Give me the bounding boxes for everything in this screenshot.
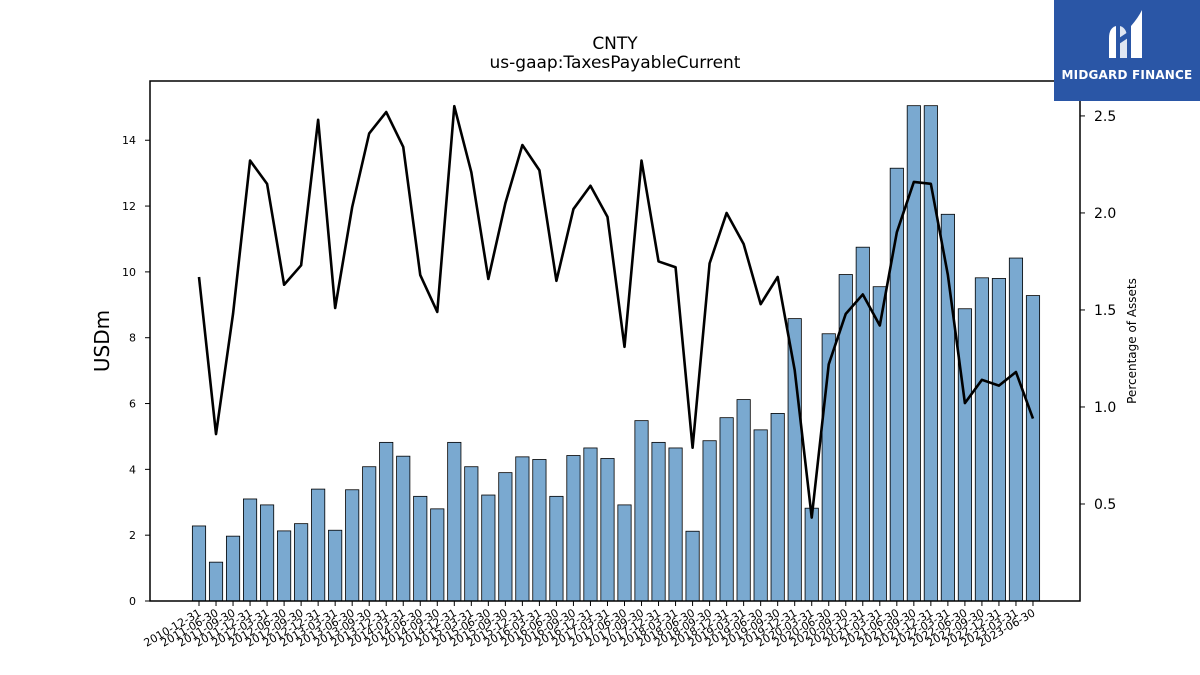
bar-2012-03-31 — [260, 504, 275, 602]
bar-2020-09-30 — [838, 274, 853, 602]
bar-2021-03-31 — [872, 286, 887, 602]
bar-2019-12-31 — [787, 318, 802, 602]
bar-2015-12-31 — [515, 456, 530, 602]
bar-2017-06-30 — [617, 504, 632, 602]
y-axis-label: USDm — [90, 310, 114, 372]
bar-2022-06-30 — [957, 308, 972, 602]
logo-mark-icon — [1109, 10, 1142, 58]
y-tick-label: 12 — [122, 200, 136, 213]
chart-subtitle: us-gaap:TaxesPayableCurrent — [490, 53, 741, 73]
bar-2012-12-31 — [311, 488, 326, 602]
y-tick-label: 0 — [129, 595, 136, 608]
y2-axis-label: Percentage of Assets — [1125, 278, 1139, 404]
bar-2019-09-30 — [770, 413, 785, 602]
bar-2017-12-31 — [651, 441, 666, 602]
bar-2015-06-30 — [481, 494, 496, 602]
y-tick-label: 4 — [129, 463, 136, 476]
percentage-line — [197, 104, 1035, 519]
bar-2013-06-30 — [345, 489, 360, 602]
bar-2010-12-31 — [191, 525, 207, 602]
bar-2023-03-31 — [1008, 257, 1024, 602]
y2-tick-label: 1.0 — [1094, 400, 1116, 416]
midgard-finance-logo: MIDGARD FINANCE — [1054, 0, 1200, 101]
logo-text: MIDGARD FINANCE — [1061, 68, 1193, 82]
bar-2016-03-31 — [532, 459, 547, 602]
bar-2014-06-30 — [413, 495, 428, 602]
bar-2022-12-31 — [991, 278, 1006, 602]
right-y-axis: 0.5 1.0 1.5 2.0 2.5 — [1080, 109, 1116, 513]
bar-2017-09-30 — [634, 420, 649, 602]
y2-tick-label: 0.5 — [1094, 497, 1116, 513]
y-tick-label: 10 — [122, 266, 136, 279]
left-y-axis: 0 2 4 6 8 10 12 14 — [122, 134, 150, 608]
bar-2013-03-31 — [328, 529, 343, 602]
bar-2016-09-30 — [566, 455, 581, 602]
y2-tick-label: 1.5 — [1094, 303, 1116, 319]
bar-2021-12-31 — [923, 105, 938, 602]
bar-2013-09-30 — [362, 466, 377, 602]
bar-2021-09-30 — [906, 105, 921, 602]
bar-2018-06-30 — [685, 530, 700, 602]
bar-2015-03-31 — [464, 466, 479, 602]
y-tick-label: 14 — [122, 134, 136, 147]
bar-series — [191, 105, 1041, 602]
bar-2012-06-30 — [277, 530, 292, 602]
bar-2018-12-31 — [719, 417, 734, 602]
bar-2013-12-31 — [379, 441, 394, 602]
bar-2014-03-31 — [396, 455, 411, 602]
chart-title: CNTY — [592, 34, 638, 54]
bar-2023-06-30 — [1025, 295, 1041, 602]
plot-frame — [149, 80, 1081, 602]
x-axis: 2010-12-312011-06-302011-09-302011-12-31… — [142, 601, 1037, 650]
bar-2018-09-30 — [702, 440, 717, 602]
bar-2011-09-30 — [225, 535, 241, 602]
y-tick-label: 2 — [129, 529, 136, 542]
y2-tick-label: 2.0 — [1094, 206, 1116, 222]
bar-2016-12-31 — [583, 447, 598, 602]
bar-2019-06-30 — [753, 429, 768, 602]
bar-2020-03-31 — [804, 507, 819, 602]
bar-2018-03-31 — [668, 447, 683, 602]
bar-2019-03-31 — [736, 399, 751, 602]
bar-2017-03-31 — [600, 458, 615, 602]
bar-2011-06-30 — [208, 561, 224, 602]
bar-2014-12-31 — [447, 441, 462, 602]
bar-2014-09-30 — [430, 508, 445, 602]
bar-2011-12-31 — [243, 498, 258, 602]
bar-2016-06-30 — [549, 495, 564, 602]
y-tick-label: 6 — [129, 398, 136, 411]
bar-2012-09-30 — [294, 523, 309, 602]
y-tick-label: 8 — [129, 332, 136, 345]
bar-2015-09-30 — [498, 472, 513, 602]
y2-tick-label: 2.5 — [1094, 109, 1116, 125]
bar-2022-09-30 — [974, 277, 989, 602]
percentage-line-series — [197, 104, 1035, 519]
